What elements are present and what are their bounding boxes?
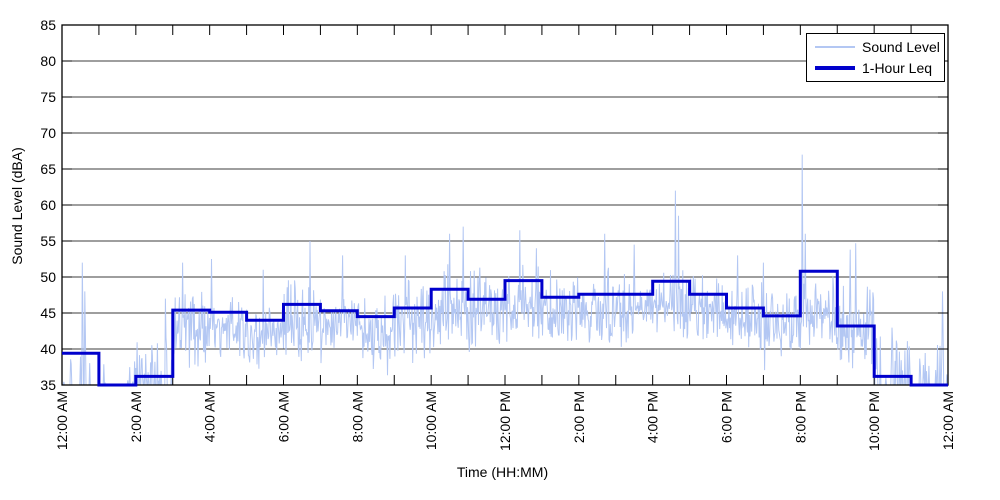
x-tick-label: 6:00 PM	[719, 391, 735, 443]
x-tick-label: 12:00 AM	[54, 391, 70, 450]
y-tick-label: 75	[40, 89, 56, 105]
legend-item-leq: 1-Hour Leq	[807, 59, 944, 77]
y-tick-label: 70	[40, 125, 56, 141]
x-tick-label: 6:00 AM	[276, 391, 292, 442]
x-axis-title: Time (HH:MM)	[456, 464, 549, 480]
x-tick-label: 4:00 PM	[645, 391, 661, 443]
y-tick-label: 45	[40, 305, 56, 321]
x-tick-label: 12:00 AM	[940, 391, 956, 450]
x-tick-label: 4:00 AM	[202, 391, 218, 442]
x-tick-label: 10:00 PM	[866, 391, 882, 451]
x-tick-label: 8:00 AM	[349, 391, 365, 442]
y-tick-label: 50	[40, 269, 56, 285]
x-tick-label: 2:00 AM	[128, 391, 144, 442]
legend: Sound Level 1-Hour Leq	[806, 33, 945, 82]
legend-item-sound-level: Sound Level	[807, 38, 944, 56]
leq-line-sample	[815, 66, 855, 71]
legend-label-leq: 1-Hour Leq	[862, 60, 933, 77]
y-axis-title: Sound Level (dBA)	[9, 147, 25, 265]
y-tick-label: 40	[40, 341, 56, 357]
y-tick-label: 65	[40, 161, 56, 177]
sound-level-line-sample	[815, 45, 855, 48]
leq-step-line	[62, 269, 948, 387]
y-tick-label: 60	[40, 197, 56, 213]
x-tick-label: 10:00 AM	[423, 391, 439, 450]
legend-label-sound-level: Sound Level	[862, 38, 940, 55]
y-tick-label: 85	[40, 17, 56, 33]
x-tick-label: 2:00 PM	[571, 391, 587, 443]
y-tick-label: 35	[40, 377, 56, 393]
y-tick-label: 80	[40, 53, 56, 69]
x-tick-label: 12:00 PM	[497, 391, 513, 451]
y-tick-label: 55	[40, 233, 56, 249]
x-tick-label: 8:00 PM	[792, 391, 808, 443]
